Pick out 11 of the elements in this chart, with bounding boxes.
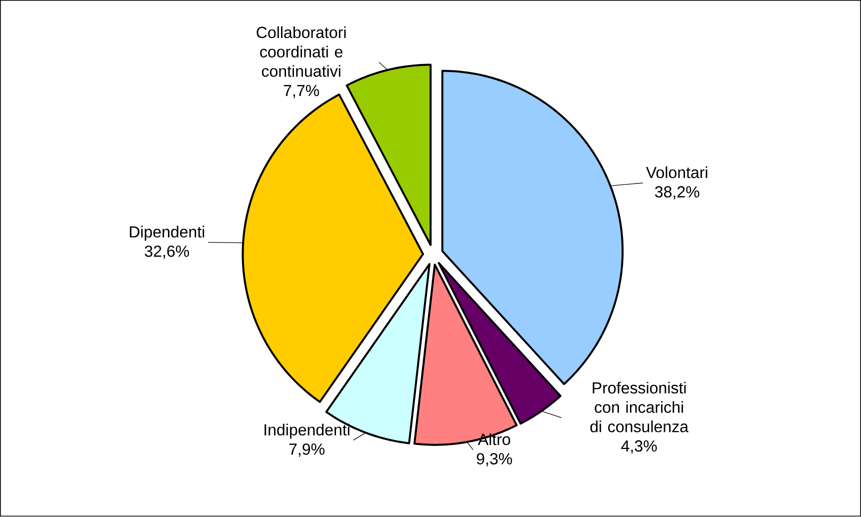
data-label: 7,9%: [289, 444, 324, 457]
slice-label: Volontari: [646, 166, 708, 178]
slice-label: Dipendenti: [130, 226, 204, 241]
legend-label: Professionisti con incarichi di consulenza: [590, 382, 689, 433]
data-label: 38,2%: [655, 186, 700, 200]
data-label: 9,3%: [476, 453, 512, 467]
slice-label: Indipendenti: [264, 424, 350, 439]
data-label: 7,7%: [284, 85, 320, 98]
data-label: 32,6%: [144, 246, 190, 260]
data-label: 4,3%: [621, 440, 657, 454]
slice-label: Collaboratori coordinati e continuativi: [256, 26, 346, 78]
